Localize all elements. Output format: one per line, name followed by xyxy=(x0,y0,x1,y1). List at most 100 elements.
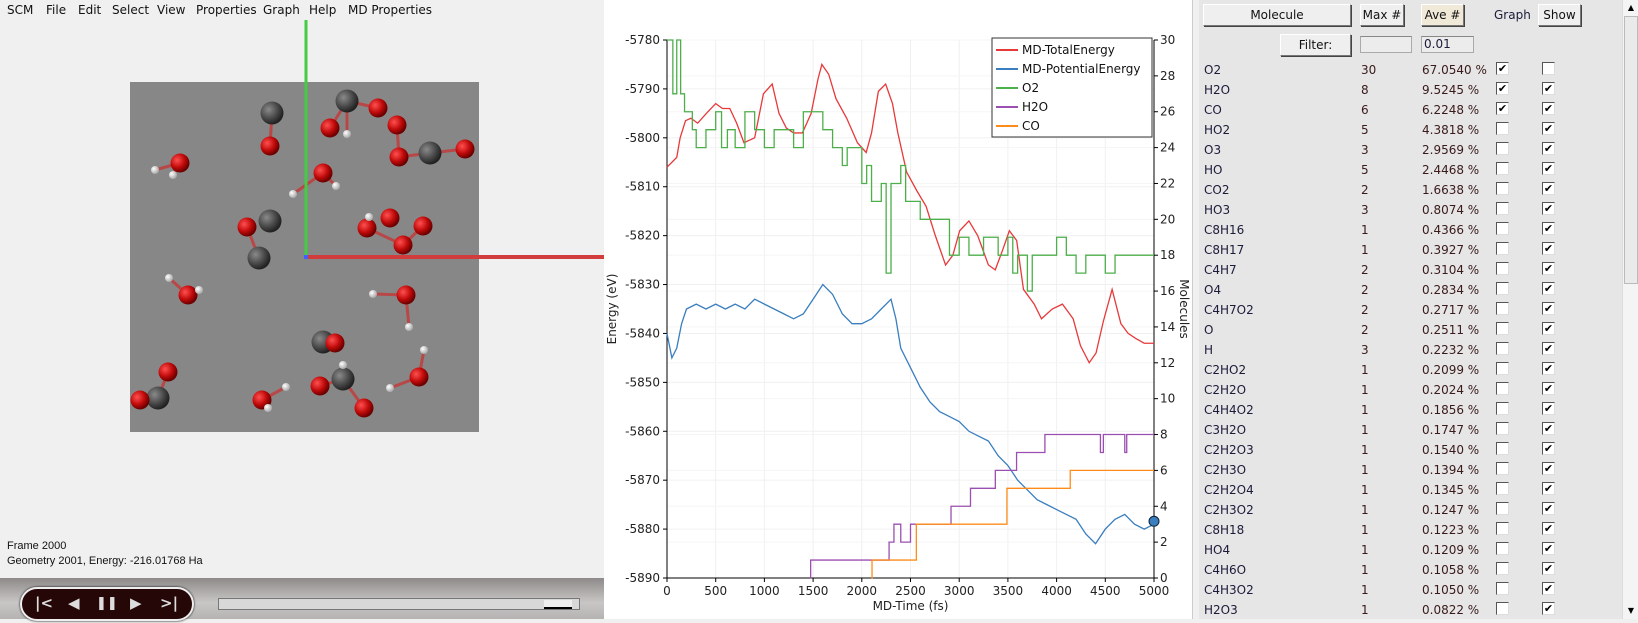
graph-checkbox[interactable] xyxy=(1496,322,1509,335)
show-checkbox[interactable]: ✔ xyxy=(1542,342,1555,355)
molecule-row[interactable]: O3 3 2.9569 % ✔ xyxy=(1199,140,1622,160)
menu-md-properties[interactable]: MD Properties xyxy=(348,3,433,17)
show-checkbox[interactable]: ✔ xyxy=(1542,602,1555,615)
graph-checkbox[interactable]: ✔ xyxy=(1496,82,1509,95)
hydrogen-atom[interactable] xyxy=(343,130,351,138)
show-checkbox[interactable]: ✔ xyxy=(1542,202,1555,215)
show-checkbox[interactable]: ✔ xyxy=(1542,562,1555,575)
molecule-row[interactable]: C2H3O2 1 0.1247 % ✔ xyxy=(1199,500,1622,520)
splitter[interactable] xyxy=(1192,0,1199,619)
oxygen-atom[interactable] xyxy=(357,218,377,238)
graph-checkbox[interactable] xyxy=(1496,162,1509,175)
menu-graph[interactable]: Graph xyxy=(263,3,300,17)
graph-checkbox[interactable] xyxy=(1496,422,1509,435)
graph-checkbox[interactable] xyxy=(1496,182,1509,195)
molecule-row[interactable]: C8H17 1 0.3927 % ✔ xyxy=(1199,240,1622,260)
show-checkbox[interactable]: ✔ xyxy=(1542,442,1555,455)
show-checkbox[interactable]: ✔ xyxy=(1542,502,1555,515)
show-checkbox[interactable]: ✔ xyxy=(1542,422,1555,435)
show-checkbox[interactable]: ✔ xyxy=(1542,222,1555,235)
show-checkbox[interactable]: ✔ xyxy=(1542,382,1555,395)
menu-properties[interactable]: Properties xyxy=(196,3,257,17)
show-checkbox[interactable]: ✔ xyxy=(1542,542,1555,555)
carbon-atom[interactable] xyxy=(331,367,355,391)
hydrogen-atom[interactable] xyxy=(386,384,394,392)
show-checkbox[interactable]: ✔ xyxy=(1542,582,1555,595)
hydrogen-atom[interactable] xyxy=(420,346,428,354)
show-checkbox[interactable]: ✔ xyxy=(1542,282,1555,295)
molecule-row[interactable]: H2O 8 9.5245 % ✔ ✔ xyxy=(1199,80,1622,100)
filter-ave-input[interactable]: 0.01 xyxy=(1421,36,1474,53)
hydrogen-atom[interactable] xyxy=(195,286,203,294)
oxygen-atom[interactable] xyxy=(393,235,413,255)
graph-checkbox[interactable] xyxy=(1496,502,1509,515)
show-checkbox[interactable]: ✔ xyxy=(1542,82,1555,95)
molecule-row[interactable]: C2HO2 1 0.2099 % ✔ xyxy=(1199,360,1622,380)
pause-button[interactable]: ❚❚ xyxy=(96,596,118,611)
molecule-row[interactable]: C4H3O2 1 0.1050 % ✔ xyxy=(1199,580,1622,600)
oxygen-atom[interactable] xyxy=(237,217,257,237)
menu-edit[interactable]: Edit xyxy=(78,3,102,17)
graph-checkbox[interactable] xyxy=(1496,482,1509,495)
oxygen-atom[interactable] xyxy=(260,136,280,156)
ave-sort-button[interactable]: Ave # xyxy=(1421,4,1464,26)
show-button[interactable]: Show xyxy=(1538,4,1581,26)
molecule-row[interactable]: C8H16 1 0.4366 % ✔ xyxy=(1199,220,1622,240)
frame-slider-thumb[interactable] xyxy=(543,600,572,609)
molecule-row[interactable]: C4H7O2 2 0.2717 % ✔ xyxy=(1199,300,1622,320)
oxygen-atom[interactable] xyxy=(413,216,433,236)
molecule-row[interactable]: HO4 1 0.1209 % ✔ xyxy=(1199,540,1622,560)
first-frame-button[interactable]: |< xyxy=(35,594,54,612)
show-checkbox[interactable]: ✔ xyxy=(1542,262,1555,275)
oxygen-atom[interactable] xyxy=(387,115,407,135)
hydrogen-atom[interactable] xyxy=(365,213,373,221)
show-checkbox[interactable]: ✔ xyxy=(1542,102,1555,115)
molecule-row[interactable]: C4H4O2 1 0.1856 % ✔ xyxy=(1199,400,1622,420)
oxygen-atom[interactable] xyxy=(178,285,198,305)
molecule-row[interactable]: HO2 5 4.3818 % ✔ xyxy=(1199,120,1622,140)
oxygen-atom[interactable] xyxy=(368,98,388,118)
molecule-row[interactable]: C3H2O 1 0.1747 % ✔ xyxy=(1199,420,1622,440)
molecule-row[interactable]: H2O3 1 0.0822 % ✔ xyxy=(1199,600,1622,620)
molecule-row[interactable]: HO 5 2.4468 % ✔ xyxy=(1199,160,1622,180)
graph-checkbox[interactable] xyxy=(1496,582,1509,595)
graph-checkbox[interactable] xyxy=(1496,302,1509,315)
hydrogen-atom[interactable] xyxy=(405,323,413,331)
oxygen-atom[interactable] xyxy=(170,153,190,173)
hydrogen-atom[interactable] xyxy=(339,361,347,369)
graph-checkbox[interactable] xyxy=(1496,262,1509,275)
graph-checkbox[interactable] xyxy=(1496,382,1509,395)
oxygen-atom[interactable] xyxy=(313,163,333,183)
oxygen-atom[interactable] xyxy=(354,398,374,418)
frame-slider[interactable] xyxy=(218,598,580,610)
graph-checkbox[interactable] xyxy=(1496,522,1509,535)
molecule-row[interactable]: H 3 0.2232 % ✔ xyxy=(1199,340,1622,360)
graph-checkbox[interactable] xyxy=(1496,602,1509,615)
molecule-viewer[interactable]: Frame 2000 Geometry 2001, Energy: -216.0… xyxy=(0,20,604,578)
scroll-up-icon[interactable]: ▲ xyxy=(1627,3,1635,12)
oxygen-atom[interactable] xyxy=(409,367,429,387)
show-checkbox[interactable]: ✔ xyxy=(1542,362,1555,375)
oxygen-atom[interactable] xyxy=(455,139,475,159)
show-checkbox[interactable]: ✔ xyxy=(1542,162,1555,175)
hydrogen-atom[interactable] xyxy=(332,182,340,190)
graph-checkbox[interactable] xyxy=(1496,282,1509,295)
molecule-row[interactable]: C2H2O 1 0.2024 % ✔ xyxy=(1199,380,1622,400)
graph-checkbox[interactable] xyxy=(1496,242,1509,255)
oxygen-atom[interactable] xyxy=(310,376,330,396)
last-frame-button[interactable]: >| xyxy=(160,594,179,612)
show-checkbox[interactable]: ✔ xyxy=(1542,322,1555,335)
molecule-row[interactable]: CO2 2 1.6638 % ✔ xyxy=(1199,180,1622,200)
carbon-atom[interactable] xyxy=(260,101,284,125)
oxygen-atom[interactable] xyxy=(325,333,345,353)
show-checkbox[interactable]: ✔ xyxy=(1542,462,1555,475)
menu-help[interactable]: Help xyxy=(309,3,337,17)
hydrogen-atom[interactable] xyxy=(169,171,177,179)
graph-checkbox[interactable] xyxy=(1496,202,1509,215)
molecule-row[interactable]: C2H3O 1 0.1394 % ✔ xyxy=(1199,460,1622,480)
hydrogen-atom[interactable] xyxy=(151,166,159,174)
menu-select[interactable]: Select xyxy=(112,3,150,17)
molecule-row[interactable]: O4 2 0.2834 % ✔ xyxy=(1199,280,1622,300)
graph-checkbox[interactable]: ✔ xyxy=(1496,62,1509,75)
hydrogen-atom[interactable] xyxy=(289,190,297,198)
